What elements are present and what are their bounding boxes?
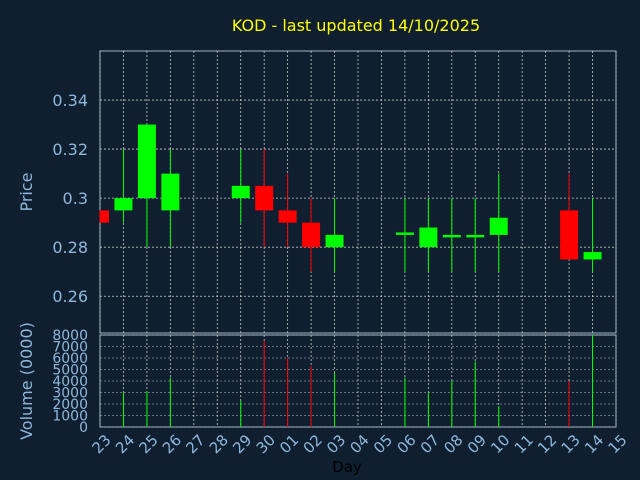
- volume-tick-label: 4000: [52, 374, 88, 390]
- candle-body: [100, 210, 109, 223]
- candle-body: [114, 198, 133, 211]
- price-tick-label: 0.34: [52, 91, 88, 110]
- price-panel: 0.34 0.32 0.3 0.28 0.26: [52, 50, 617, 334]
- x-axis-ticks: 2324252627282930010203040506070809101112…: [89, 431, 631, 457]
- candle-body: [395, 232, 414, 235]
- price-tick-label: 0.32: [52, 140, 88, 159]
- volume-tick-label: 5000: [52, 363, 88, 379]
- candle-body: [560, 210, 579, 260]
- volume-tick-label: 2000: [52, 397, 88, 413]
- volume-tick-label: 7000: [52, 340, 88, 356]
- price-tick-label: 0.28: [52, 238, 88, 257]
- volume-tick-label: 1000: [52, 409, 88, 425]
- candle-body: [325, 234, 344, 248]
- x-axis-label: Day: [332, 458, 362, 476]
- chart-title: KOD - last updated 14/10/2025: [232, 16, 480, 35]
- candle-body: [278, 210, 297, 223]
- volume-tick-label: 8000: [52, 328, 88, 344]
- candle-body: [489, 217, 508, 235]
- price-axis-label: Price: [17, 172, 36, 211]
- price-tick-label: 0.26: [52, 287, 88, 306]
- volume-tick-label: 6000: [52, 351, 88, 367]
- candle-body: [302, 222, 321, 248]
- candle-body: [419, 227, 438, 248]
- volume-tick-label: 3000: [52, 386, 88, 402]
- candle-body: [137, 124, 156, 199]
- candle-body: [442, 234, 461, 238]
- candle-body: [231, 185, 250, 199]
- volume-tick-label: 0: [79, 420, 88, 436]
- volume-axis-label: Volume (0000): [17, 322, 36, 440]
- price-tick-label: 0.3: [63, 189, 88, 208]
- candle-body: [583, 252, 602, 260]
- candle-body: [466, 234, 485, 238]
- candle-body: [255, 185, 274, 211]
- candle-body: [161, 173, 180, 211]
